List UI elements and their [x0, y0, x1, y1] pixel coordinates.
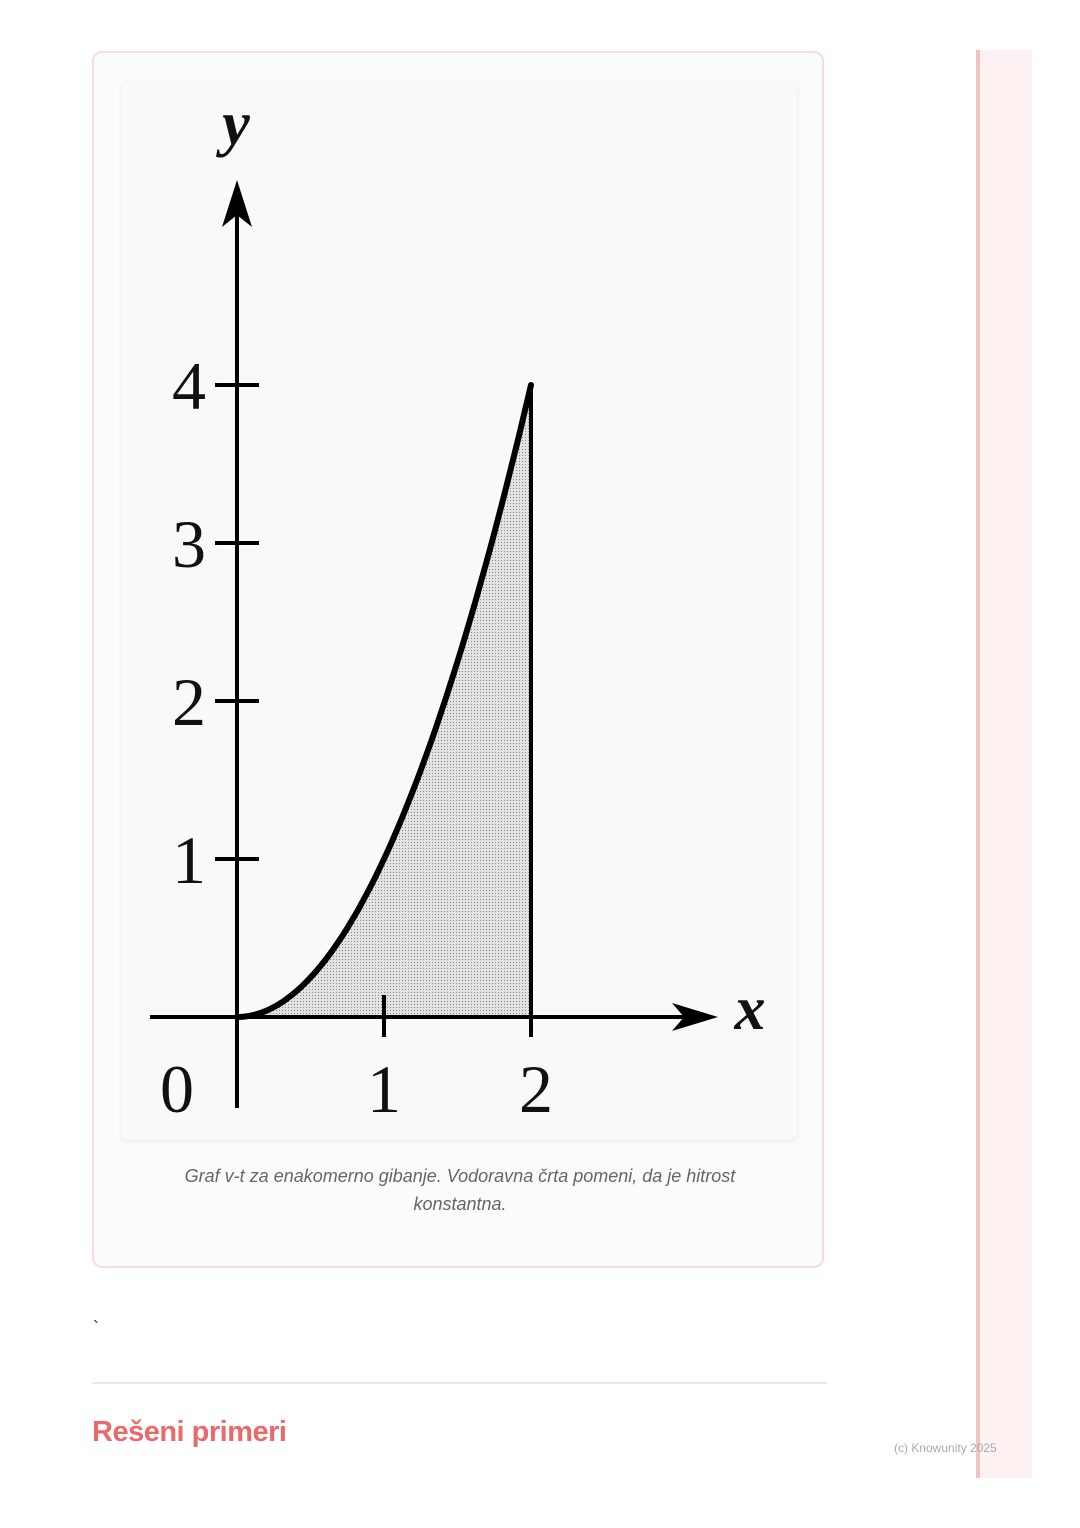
shaded-area	[237, 385, 531, 1017]
y-tick-label: 1	[172, 822, 206, 898]
curve-line	[234, 382, 534, 1020]
section-divider	[92, 1382, 827, 1384]
section-heading: Rešeni primeri	[92, 1416, 287, 1448]
graph-figure: 1 2 3 4 0 1 2 x y	[122, 82, 797, 1140]
y-tick-label: 2	[172, 664, 206, 740]
y-axis-arrow	[222, 180, 252, 227]
plot-svg: 1 2 3 4 0 1 2 x y	[150, 90, 766, 1127]
x-tick-label: 1	[367, 1051, 401, 1127]
x-tick-label: 0	[160, 1051, 194, 1127]
x-axis-arrow	[672, 1003, 718, 1031]
y-tick-label: 3	[172, 506, 206, 582]
x-tick-label: 2	[519, 1051, 553, 1127]
copyright-text: (c) Knowunity 2025	[894, 1441, 997, 1455]
y-tick-label: 4	[172, 348, 206, 424]
x-axis-label: x	[734, 975, 766, 1043]
figure-caption: Graf v-t za enakomerno gibanje. Vodoravn…	[184, 1166, 736, 1214]
y-axis-label: y	[215, 90, 250, 158]
stray-backtick: `	[93, 1318, 99, 1338]
sidebar-panel	[976, 50, 1032, 1478]
